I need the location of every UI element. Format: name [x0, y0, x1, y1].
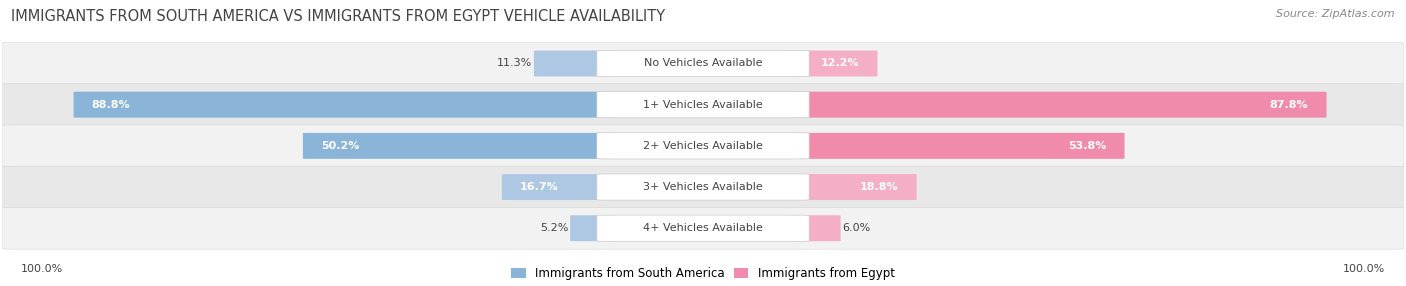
Text: 12.2%: 12.2% [821, 59, 859, 68]
Text: 53.8%: 53.8% [1069, 141, 1107, 151]
FancyBboxPatch shape [73, 92, 616, 118]
FancyBboxPatch shape [3, 166, 1403, 208]
Text: 16.7%: 16.7% [520, 182, 560, 192]
Legend: Immigrants from South America, Immigrants from Egypt: Immigrants from South America, Immigrant… [512, 267, 894, 280]
Text: 4+ Vehicles Available: 4+ Vehicles Available [643, 223, 763, 233]
Text: 6.0%: 6.0% [842, 223, 870, 233]
FancyBboxPatch shape [596, 133, 810, 159]
Text: 1+ Vehicles Available: 1+ Vehicles Available [643, 100, 763, 110]
Text: 88.8%: 88.8% [91, 100, 131, 110]
FancyBboxPatch shape [596, 174, 810, 200]
FancyBboxPatch shape [790, 174, 917, 200]
FancyBboxPatch shape [790, 133, 1125, 159]
FancyBboxPatch shape [302, 133, 616, 159]
Text: 100.0%: 100.0% [21, 264, 63, 274]
FancyBboxPatch shape [3, 207, 1403, 249]
Text: 87.8%: 87.8% [1270, 100, 1308, 110]
Text: IMMIGRANTS FROM SOUTH AMERICA VS IMMIGRANTS FROM EGYPT VEHICLE AVAILABILITY: IMMIGRANTS FROM SOUTH AMERICA VS IMMIGRA… [11, 9, 665, 23]
Text: Source: ZipAtlas.com: Source: ZipAtlas.com [1277, 9, 1395, 19]
Text: 2+ Vehicles Available: 2+ Vehicles Available [643, 141, 763, 151]
FancyBboxPatch shape [790, 92, 1326, 118]
Text: 11.3%: 11.3% [498, 59, 533, 68]
FancyBboxPatch shape [571, 215, 616, 241]
FancyBboxPatch shape [3, 125, 1403, 167]
FancyBboxPatch shape [3, 43, 1403, 84]
Text: 18.8%: 18.8% [859, 182, 898, 192]
FancyBboxPatch shape [534, 51, 616, 76]
Text: 100.0%: 100.0% [1343, 264, 1385, 274]
FancyBboxPatch shape [596, 215, 810, 241]
FancyBboxPatch shape [790, 51, 877, 76]
Text: 3+ Vehicles Available: 3+ Vehicles Available [643, 182, 763, 192]
FancyBboxPatch shape [596, 50, 810, 77]
FancyBboxPatch shape [3, 84, 1403, 126]
FancyBboxPatch shape [790, 215, 841, 241]
FancyBboxPatch shape [596, 92, 810, 118]
Text: No Vehicles Available: No Vehicles Available [644, 59, 762, 68]
Text: 50.2%: 50.2% [321, 141, 360, 151]
FancyBboxPatch shape [502, 174, 616, 200]
Text: 5.2%: 5.2% [540, 223, 569, 233]
